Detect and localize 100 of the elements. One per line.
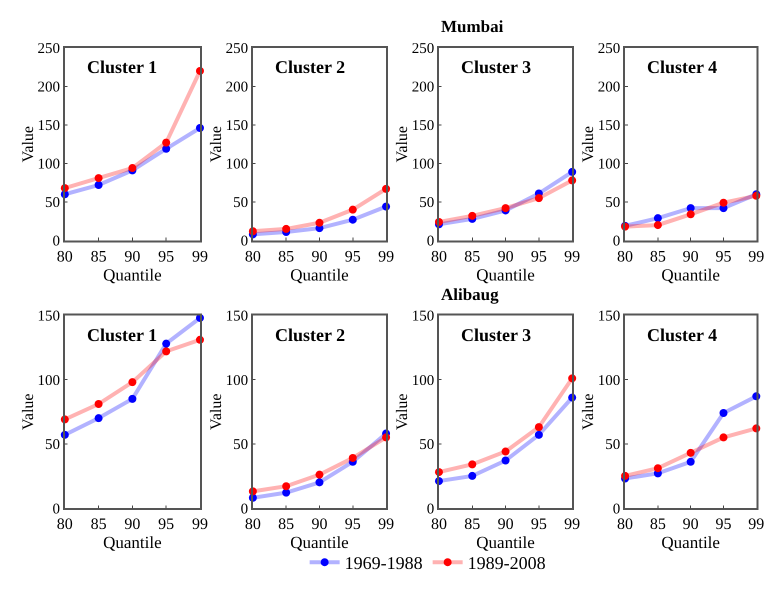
x-tick-label: 90 bbox=[682, 248, 699, 266]
point bbox=[720, 409, 728, 417]
x-axis-title: Quantile bbox=[661, 532, 720, 552]
y-tick-label: 50 bbox=[605, 195, 620, 212]
y-tick-label: 150 bbox=[598, 308, 620, 325]
y-tick-label: 100 bbox=[38, 372, 60, 389]
point bbox=[468, 460, 476, 468]
point bbox=[94, 174, 103, 182]
y-tick-label: 50 bbox=[419, 195, 434, 212]
x-tick-label: 90 bbox=[311, 248, 328, 266]
x-tick-label: 85 bbox=[464, 248, 480, 266]
x-tick-label: 95 bbox=[344, 516, 361, 533]
chart-title: Mumbai bbox=[441, 17, 504, 36]
point bbox=[94, 400, 103, 408]
y-tick-label: 250 bbox=[226, 41, 248, 58]
x-tick-label: 85 bbox=[90, 516, 107, 533]
point bbox=[468, 212, 476, 220]
legend-label: 1989-2008 bbox=[468, 553, 546, 574]
point bbox=[162, 347, 170, 356]
x-tick-label: 80 bbox=[617, 248, 634, 266]
x-tick-label: 85 bbox=[278, 248, 294, 266]
x-tick-label: 95 bbox=[158, 516, 174, 533]
y-tick-label: 0 bbox=[612, 234, 620, 250]
y-axis-title: Value bbox=[20, 394, 37, 430]
point bbox=[348, 454, 357, 462]
y-tick-label: 50 bbox=[605, 437, 620, 454]
point bbox=[534, 430, 543, 439]
y-tick-label: 200 bbox=[598, 80, 620, 96]
x-axis-title: Quantile bbox=[661, 265, 720, 284]
x-tick-label: 95 bbox=[158, 248, 174, 266]
y-tick-label: 150 bbox=[226, 118, 248, 134]
x-tick-label: 95 bbox=[716, 516, 732, 533]
x-tick-label: 95 bbox=[530, 516, 547, 533]
annotation: Cluster 4 bbox=[647, 57, 718, 77]
x-axis-title: Quantile bbox=[290, 532, 349, 552]
x-tick-label: 99 bbox=[192, 248, 208, 266]
point bbox=[654, 221, 662, 230]
point bbox=[720, 433, 728, 442]
y-tick-label: 50 bbox=[45, 195, 60, 212]
x-tick-label: 90 bbox=[498, 516, 514, 533]
point bbox=[502, 456, 510, 465]
point bbox=[686, 458, 695, 466]
point bbox=[162, 138, 170, 147]
x-tick-label: 90 bbox=[124, 516, 140, 533]
point bbox=[534, 423, 543, 432]
chart-title: Alibaug bbox=[441, 285, 500, 304]
x-tick-label: 95 bbox=[716, 248, 732, 266]
y-tick-label: 150 bbox=[412, 308, 434, 325]
y-tick-label: 50 bbox=[233, 437, 248, 454]
annotation: Cluster 3 bbox=[461, 57, 532, 77]
x-axis-title: Quantile bbox=[103, 265, 162, 284]
y-axis-title: Value bbox=[208, 394, 226, 430]
x-tick-label: 99 bbox=[192, 516, 208, 533]
annotation: Cluster 1 bbox=[87, 325, 158, 345]
y-tick-label: 150 bbox=[226, 308, 248, 325]
point bbox=[128, 378, 136, 386]
x-tick-label: 99 bbox=[748, 516, 764, 533]
x-tick-label: 85 bbox=[90, 248, 107, 266]
x-tick-label: 80 bbox=[430, 516, 447, 533]
point bbox=[282, 482, 290, 490]
legend-label: 1969-1988 bbox=[344, 553, 423, 574]
y-tick-label: 150 bbox=[38, 308, 60, 325]
y-tick-label: 100 bbox=[598, 372, 620, 389]
point bbox=[128, 394, 136, 403]
y-tick-label: 100 bbox=[226, 156, 248, 173]
point bbox=[315, 470, 324, 479]
point bbox=[348, 216, 357, 224]
y-tick-label: 0 bbox=[240, 501, 248, 518]
x-tick-label: 85 bbox=[650, 248, 666, 266]
x-tick-label: 80 bbox=[617, 516, 634, 533]
point bbox=[315, 218, 324, 227]
annotation: Cluster 3 bbox=[461, 325, 532, 345]
point bbox=[534, 194, 543, 202]
y-tick-label: 150 bbox=[598, 118, 620, 134]
x-tick-label: 99 bbox=[378, 516, 394, 533]
y-tick-label: 250 bbox=[598, 41, 620, 58]
x-tick-label: 80 bbox=[244, 248, 261, 266]
point bbox=[94, 414, 103, 422]
y-tick-label: 150 bbox=[412, 118, 434, 134]
y-tick-label: 200 bbox=[38, 80, 60, 96]
y-axis-title: Value bbox=[580, 126, 598, 162]
y-axis-title: Value bbox=[208, 126, 226, 162]
y-tick-label: 100 bbox=[226, 372, 248, 389]
x-tick-label: 99 bbox=[378, 248, 394, 266]
y-tick-label: 0 bbox=[240, 234, 248, 250]
y-tick-label: 50 bbox=[45, 437, 60, 454]
point bbox=[502, 448, 510, 456]
x-tick-label: 85 bbox=[278, 516, 294, 533]
y-tick-label: 250 bbox=[412, 41, 434, 58]
annotation: Cluster 1 bbox=[87, 57, 158, 77]
x-tick-label: 95 bbox=[530, 248, 547, 266]
x-tick-label: 99 bbox=[748, 248, 764, 266]
y-tick-label: 250 bbox=[38, 41, 60, 58]
annotation: Cluster 4 bbox=[647, 325, 718, 345]
y-tick-label: 150 bbox=[38, 118, 60, 134]
x-tick-label: 90 bbox=[682, 516, 699, 533]
y-tick-label: 200 bbox=[412, 80, 434, 96]
y-tick-label: 50 bbox=[419, 437, 434, 454]
y-tick-label: 0 bbox=[52, 501, 60, 518]
point bbox=[348, 206, 357, 214]
